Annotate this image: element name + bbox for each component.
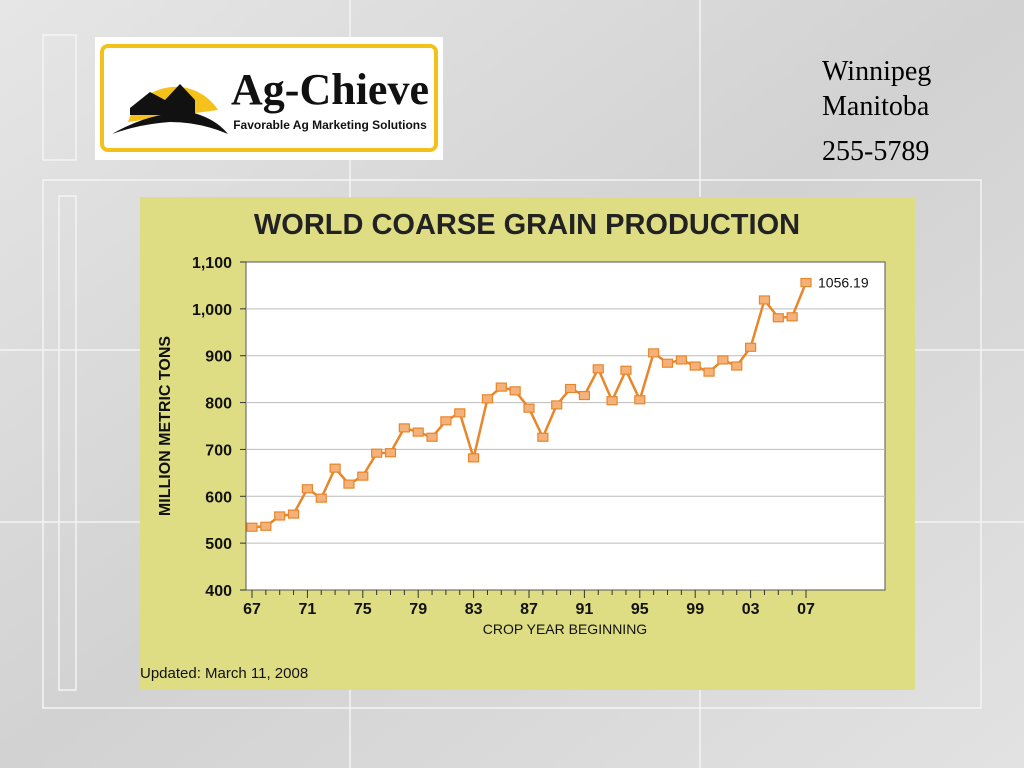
data-point bbox=[246, 522, 258, 532]
data-point bbox=[578, 390, 591, 401]
data-point bbox=[523, 403, 535, 413]
data-point bbox=[260, 521, 272, 531]
data-point bbox=[661, 358, 674, 368]
value-label: 1056.19 bbox=[818, 275, 869, 291]
data-point bbox=[398, 423, 410, 433]
logo-title: Ag-Chieve bbox=[231, 65, 429, 114]
data-point bbox=[592, 364, 604, 374]
note: Updated: March 11, 2008 bbox=[140, 665, 308, 682]
data-point bbox=[758, 295, 771, 305]
x-tick-label: 07 bbox=[797, 601, 815, 618]
data-point bbox=[648, 348, 660, 358]
data-point bbox=[786, 312, 798, 322]
data-point bbox=[440, 416, 452, 426]
data-point bbox=[800, 277, 812, 288]
data-point bbox=[274, 511, 286, 521]
y-tick-label: 1,100 bbox=[192, 255, 232, 272]
data-point bbox=[468, 453, 480, 463]
data-point bbox=[481, 394, 494, 404]
data-point bbox=[537, 432, 549, 442]
x-tick-label: 87 bbox=[520, 601, 538, 618]
x-tick-label: 79 bbox=[409, 601, 427, 618]
y-tick-label: 500 bbox=[205, 536, 232, 553]
data-point bbox=[495, 382, 507, 392]
data-point bbox=[315, 493, 327, 503]
data-point bbox=[426, 432, 438, 442]
x-tick-label: 67 bbox=[243, 601, 261, 618]
data-point bbox=[717, 355, 729, 365]
contact-line: 255-5789 bbox=[822, 136, 929, 167]
data-point bbox=[371, 448, 383, 458]
data-point bbox=[329, 463, 341, 473]
x-tick-label: 75 bbox=[354, 601, 372, 618]
x-tick-label: 71 bbox=[299, 601, 317, 618]
y-tick-label: 600 bbox=[205, 489, 232, 506]
x-tick-label: 03 bbox=[742, 601, 760, 618]
data-point bbox=[689, 361, 701, 371]
y-tick-label: 1,000 bbox=[192, 302, 232, 319]
x-tick-label: 99 bbox=[686, 601, 704, 618]
logo-border bbox=[100, 44, 438, 152]
data-point bbox=[731, 361, 743, 371]
data-point bbox=[744, 342, 757, 352]
data-point bbox=[301, 484, 313, 494]
data-point bbox=[343, 479, 355, 489]
contact: Winnipeg Manitoba 255-5789 bbox=[822, 56, 931, 167]
data-point bbox=[509, 386, 521, 396]
y-tick-label: 400 bbox=[205, 583, 232, 600]
data-point bbox=[620, 365, 632, 375]
x-axis-label: CROP YEAR BEGINNING bbox=[483, 621, 647, 637]
logo-barn bbox=[112, 84, 228, 134]
data-point bbox=[634, 395, 646, 405]
data-point bbox=[551, 400, 563, 410]
data-point bbox=[384, 448, 397, 458]
data-point bbox=[287, 509, 300, 519]
contact-line: Winnipeg bbox=[822, 56, 931, 87]
data-point bbox=[703, 367, 715, 377]
data-point bbox=[772, 313, 784, 323]
y-axis-label: MILLION METRIC TONS bbox=[157, 336, 174, 516]
contact-line: Manitoba bbox=[822, 91, 930, 122]
y-tick-label: 700 bbox=[205, 442, 232, 459]
x-tick-label: 95 bbox=[631, 601, 649, 618]
data-point bbox=[357, 471, 369, 481]
data-point bbox=[675, 355, 687, 365]
data-point bbox=[412, 427, 424, 437]
x-tick-label: 83 bbox=[465, 601, 483, 618]
y-tick-label: 800 bbox=[205, 396, 232, 413]
data-point bbox=[564, 383, 577, 394]
plot-area bbox=[245, 261, 886, 591]
chart-title: WORLD COARSE GRAIN PRODUCTION bbox=[254, 209, 800, 241]
x-tick-label: 91 bbox=[576, 601, 594, 618]
data-point bbox=[454, 408, 466, 418]
data-point bbox=[606, 396, 618, 406]
logo-tagline: Favorable Ag Marketing Solutions bbox=[233, 118, 427, 132]
y-tick-label: 900 bbox=[205, 349, 232, 366]
